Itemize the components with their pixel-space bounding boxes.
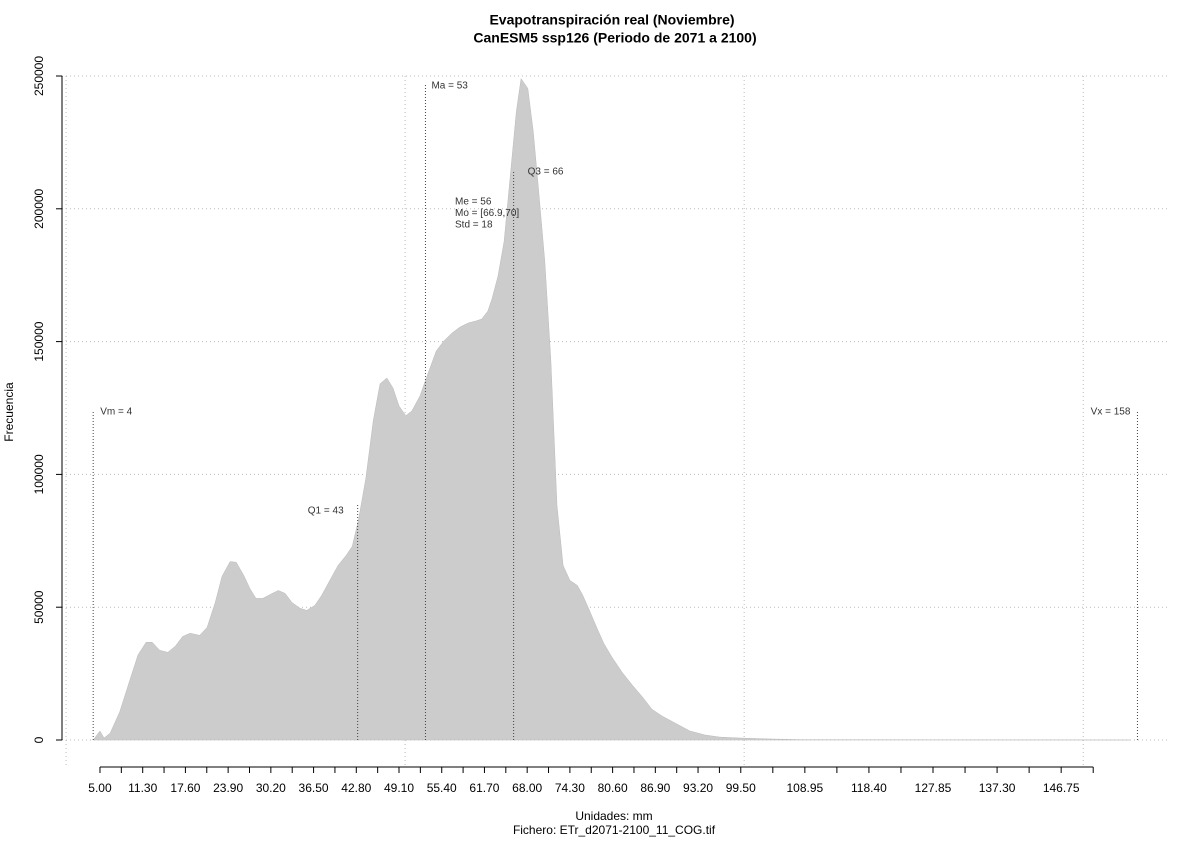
y-tick-label: 150000 (32, 321, 46, 361)
x-tick-label: 146.75 (1043, 781, 1080, 795)
y-tick-label: 250000 (32, 56, 46, 96)
y-tick-label: 100000 (32, 454, 46, 494)
y-axis-label: Frecuencia (2, 382, 16, 442)
x-tick-label: 49.10 (384, 781, 414, 795)
x-tick-label: 5.00 (88, 781, 112, 795)
stats-text: Std = 18 (455, 220, 493, 231)
y-tick-label: 200000 (32, 188, 46, 228)
x-tick-label: 36.50 (299, 781, 329, 795)
x-tick-label: 61.70 (469, 781, 499, 795)
x-tick-label: 86.90 (640, 781, 670, 795)
stat-label: Q1 = 43 (308, 506, 344, 517)
x-tick-label: 118.40 (851, 781, 887, 795)
stat-label: Vm = 4 (100, 407, 132, 418)
density-area (92, 77, 1130, 741)
x-tick-label: 11.30 (128, 781, 157, 795)
x-tick-label: 17.60 (170, 781, 200, 795)
x-tick-label: 30.20 (256, 781, 286, 795)
stats-text: Mo = [66.9,70] (455, 208, 519, 219)
x-tick-label: 80.60 (598, 781, 628, 795)
file-label: Fichero: ETr_d2071-2100_11_COG.tif (513, 823, 716, 837)
chart-subtitle: CanESM5 ssp126 (Periodo de 2071 a 2100) (473, 30, 756, 46)
x-tick-label: 108.95 (786, 781, 823, 795)
stat-label: Q3 = 66 (528, 167, 564, 178)
x-tick-label: 42.80 (341, 781, 371, 795)
x-tick-label: 99.50 (726, 781, 756, 795)
y-tick-label: 0 (32, 736, 46, 743)
stats-text: Me = 56 (455, 197, 492, 208)
x-tick-label: 127.85 (915, 781, 952, 795)
stat-label: Ma = 53 (431, 81, 468, 92)
x-tick-label: 23.90 (213, 781, 243, 795)
x-tick-label: 68.00 (512, 781, 542, 795)
x-axis-label: Unidades: mm (575, 809, 652, 823)
x-tick-label: 74.30 (555, 781, 585, 795)
stat-label: Vx = 158 (1091, 407, 1131, 418)
x-tick-label: 93.20 (683, 781, 713, 795)
x-tick-label: 55.40 (427, 781, 457, 795)
y-tick-label: 50000 (32, 590, 46, 624)
x-tick-label: 137.30 (979, 781, 1016, 795)
chart-title: Evapotranspiración real (Noviembre) (489, 12, 734, 28)
